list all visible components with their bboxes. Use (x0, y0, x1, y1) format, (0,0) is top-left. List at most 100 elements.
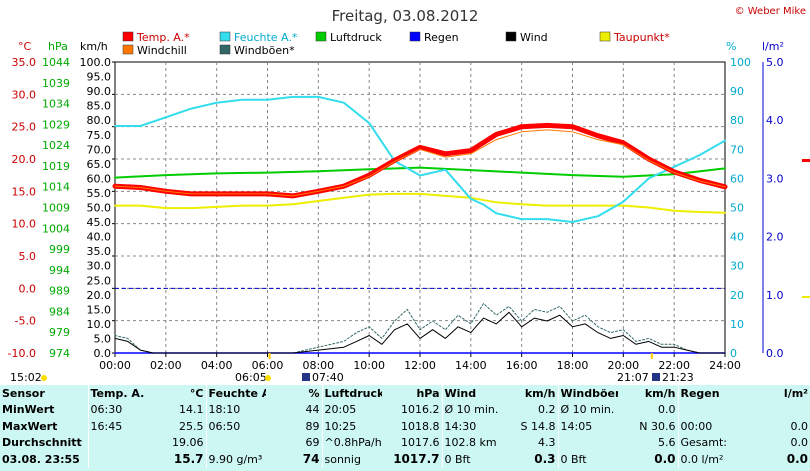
stats-cell: 03.08. 23:55 (0, 451, 89, 468)
wind-tick: 55.0 (87, 187, 112, 200)
x-tick-label: 24:00 (709, 359, 741, 372)
stats-row: MinWert 06:30 14.1 18:10 44 20:05 1016.2 Ø 10 m… (0, 401, 810, 419)
humidity-tick: 10 (730, 318, 744, 331)
stats-cell (748, 402, 810, 419)
x-tick-label: 16:00 (506, 359, 538, 372)
sun-icon (41, 375, 47, 381)
temp-tick: 30.0 (12, 88, 37, 101)
sunrise-time: 06:05 (235, 371, 267, 384)
stats-cell: 00:00 (680, 419, 713, 433)
legend-swatch (122, 31, 134, 42)
stats-cell: Regen (680, 386, 720, 400)
series-taupunkt (114, 192, 726, 214)
humidity-tick: 90 (730, 85, 744, 98)
stats-cell: 0 Bft (444, 452, 471, 466)
stats-cell: 5.6 (618, 434, 679, 451)
temp-tick: 5.0 (19, 250, 37, 263)
x-tick-label: 20:00 (607, 359, 639, 372)
stats-cell (88, 451, 148, 468)
x-tick-label: 22:00 (658, 359, 690, 372)
stats-cell: % (266, 385, 323, 402)
humidity-tick: 70 (730, 143, 744, 156)
weather-chart: Freitag, 03.08.2012 © Weber Mike Temp. A… (7, 6, 810, 384)
legend-label: Luftdruck (330, 31, 382, 44)
stats-cell: 44 (266, 401, 323, 418)
wind-tick: 25.0 (87, 274, 112, 287)
series-windchill (114, 129, 726, 197)
wind-tick: 20.0 (87, 289, 112, 302)
stats-cell: 0.2 (504, 401, 559, 418)
rain-unit: l/m² (762, 40, 784, 53)
stats-cell: ^0.8hPa/h (324, 436, 382, 450)
stats-cell: Ø 10 min. (560, 403, 615, 417)
credit-text[interactable]: © Weber Mike (735, 6, 806, 17)
stats-cell: Ø 10 min. (444, 403, 499, 417)
x-tick-label: 06:00 (252, 359, 284, 372)
stats-cell (558, 435, 618, 452)
stats-row: MaxWert 16:45 25.5 06:50 89 10:25 1018.8 14:30 S… (0, 418, 810, 435)
stats-cell: 0.3 (504, 451, 559, 468)
series-luftdruck (114, 166, 726, 179)
stats-cell: Temp. A. (90, 386, 145, 400)
humidity-unit: % (726, 40, 736, 53)
stats-cell: 06:50 (208, 419, 241, 433)
stats-cell: 69 (266, 434, 323, 451)
rain-tick: 1.0 (766, 289, 784, 302)
wind-unit: km/h (80, 40, 108, 53)
pressure-tick: 1034 (42, 98, 70, 111)
wind-tick: 90.0 (87, 85, 112, 98)
stats-cell: 14:05 (560, 419, 593, 433)
stats-row: Durchschnitt 19.06 69 ^0.8hPa/h 1017.6 102.8 … (0, 434, 810, 452)
legend-swatch (599, 31, 611, 42)
wind-tick: 0.0 (94, 347, 112, 360)
stats-cell: 18:10 (208, 403, 241, 417)
x-axis: 00:00 02:00 04:00 06:00 08:00 10:00 12:00 14:00… (99, 353, 741, 372)
stats-row: 03.08. 23:55 15.7 9.90 g/m³ 74 sonnig 1017.7 0… (0, 451, 810, 468)
wind-tick: 80.0 (87, 114, 112, 127)
stats-cell: 102.8 km (444, 436, 497, 450)
wind-tick: 5.0 (94, 332, 112, 345)
civil-set-time: 21:23 (662, 371, 694, 384)
temp-tick: 20.0 (12, 153, 37, 166)
stats-cell: 0.0 l/m² (680, 452, 724, 466)
humidity-tick: 40 (730, 231, 744, 244)
temp-tick: 15.0 (12, 185, 37, 198)
legend-swatch (219, 31, 231, 42)
stats-cell: 0.0 (618, 401, 679, 418)
stats-cell (88, 435, 148, 452)
humidity-tick: 100 (730, 56, 751, 69)
stats-cell: MinWert (0, 401, 89, 418)
rain-tick: 5.0 (766, 56, 784, 69)
rain-tick: 2.0 (766, 231, 784, 244)
legend: Temp. A.* Feuchte A.* Luftdruck Regen Wind Ta… (122, 31, 670, 57)
pressure-tick: 1014 (42, 181, 70, 194)
wind-tick: 40.0 (87, 231, 112, 244)
stats-cell: 1018.8 (382, 418, 443, 435)
stats-cell: Windböen (560, 386, 619, 400)
stats-cell: 14.1 (148, 401, 207, 418)
wind-tick: 30.0 (87, 260, 112, 273)
rain-tick: 3.0 (766, 172, 784, 185)
stats-cell: Luftdruck (324, 386, 383, 400)
stats-cell: 25.5 (148, 418, 207, 435)
humidity-tick: 0 (730, 347, 737, 360)
sun-time-first: 15:02 (10, 371, 42, 384)
stats-cell: 1017.6 (382, 434, 443, 451)
stats-cell: 10:25 (324, 419, 357, 433)
x-tick-label: 02:00 (150, 359, 182, 372)
pressure-tick: 994 (49, 264, 70, 277)
stats-cell: hPa (382, 385, 443, 402)
series-layer (112, 95, 810, 354)
x-tick-label: 00:00 (99, 359, 131, 372)
pressure-tick: 1039 (42, 77, 70, 90)
wind-tick: 70.0 (87, 143, 112, 156)
stats-cell: 20:05 (324, 403, 357, 417)
sun-marks: 15:02 06:05 07:40 21:07 21:23 (10, 353, 694, 384)
stats-cell: 0.0 (790, 436, 809, 450)
moon-icon (302, 373, 310, 381)
stats-cell: 4.3 (504, 434, 559, 451)
x-tick-label: 12:00 (404, 359, 436, 372)
pressure-tick: 1009 (42, 202, 70, 215)
stats-cell: 1016.2 (382, 401, 443, 418)
